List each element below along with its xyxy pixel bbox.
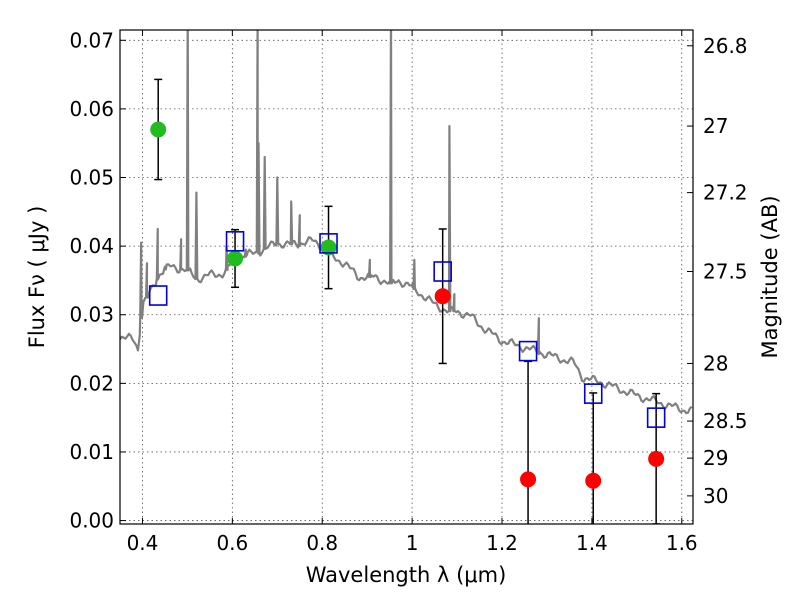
spectrum-line xyxy=(120,30,693,415)
magnitude-tick-label: 28.5 xyxy=(703,409,748,433)
flux-point xyxy=(648,450,665,467)
x-tick-label: 0.8 xyxy=(306,531,338,555)
model-flux-square xyxy=(319,233,338,254)
model-flux-square xyxy=(518,340,538,362)
model-flux-square xyxy=(646,407,666,428)
flux-point xyxy=(227,250,244,267)
y-tick-label: 0.00 xyxy=(69,509,114,533)
x-tick-label: 1.6 xyxy=(666,531,698,555)
x-tick-label: 1 xyxy=(406,531,419,555)
y-tick-label: 0.01 xyxy=(69,440,114,464)
magnitude-tick-label: 27.2 xyxy=(703,181,748,205)
x-axis-label: Wavelength λ (μm) xyxy=(306,563,507,587)
model-flux-square xyxy=(433,261,452,282)
magnitude-tick-label: 26.8 xyxy=(703,34,748,58)
y-tick-label: 0.02 xyxy=(69,371,114,395)
y-tick-label: 0.05 xyxy=(69,166,114,190)
photometry-points xyxy=(148,78,666,524)
y-tick-label: 0.04 xyxy=(69,234,114,258)
x-tick-label: 1.4 xyxy=(576,531,608,555)
axis-ticks: 0.4 0.6 0.8 1 1.2 1.4 1.6 0.00 0.01 0.02 0.03 0.04 0… xyxy=(69,28,747,555)
grid-lines xyxy=(120,30,693,524)
x-tick-label: 1.2 xyxy=(486,531,518,555)
flux-point xyxy=(520,471,537,488)
flux-point xyxy=(434,288,451,305)
model-flux-square xyxy=(225,231,245,252)
flux-point xyxy=(320,239,337,256)
model-flux-square xyxy=(583,383,603,404)
magnitude-tick-label: 27 xyxy=(703,114,728,138)
magnitude-tick-label: 29 xyxy=(703,446,728,470)
model-spectrum xyxy=(120,30,693,415)
y-tick-label: 0.07 xyxy=(69,28,114,52)
model-flux-square xyxy=(148,285,168,306)
x-tick-label: 0.4 xyxy=(127,531,159,555)
magnitude-tick-label: 28 xyxy=(703,351,728,375)
x-tick-label: 0.6 xyxy=(216,531,248,555)
flux-point xyxy=(585,472,602,489)
y-tick-label: 0.03 xyxy=(69,303,114,327)
y-tick-label: 0.06 xyxy=(69,97,114,121)
flux-point xyxy=(150,121,167,138)
magnitude-tick-label: 27.5 xyxy=(703,260,748,284)
plot-frame xyxy=(119,29,694,525)
y-axis-label: Flux Fν ( μJy ) xyxy=(25,206,49,349)
magnitude-tick-label: 30 xyxy=(703,484,728,508)
y2-axis-label: Magnitude (AB) xyxy=(758,195,782,358)
